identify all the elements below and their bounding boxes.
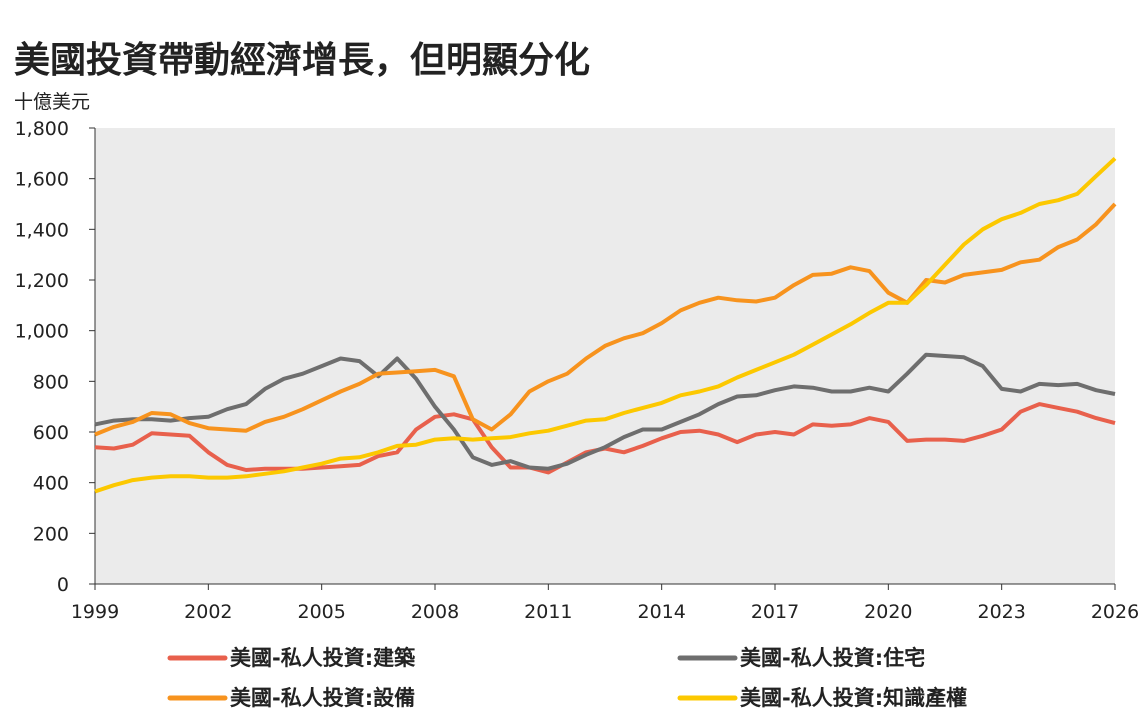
series-line: [94, 202, 1117, 437]
y-tick-label: 1,600: [15, 169, 69, 191]
chart-title: 美國投資帶動經濟增長，但明顯分化: [14, 40, 590, 81]
series-line: [94, 352, 1116, 471]
y-tick-label: 0: [57, 574, 69, 596]
y-tick-label: 800: [33, 371, 69, 393]
y-tick-label: 1,400: [15, 219, 69, 241]
y-tick-label: 1,000: [15, 321, 69, 343]
x-tick-label: 2014: [637, 601, 685, 623]
series-line: [94, 156, 1117, 494]
x-tick-label: 2002: [184, 601, 232, 623]
y-tick-label: 600: [33, 422, 69, 444]
x-tick-label: 2017: [751, 601, 799, 623]
legend-label: 美國-私人投資:建築: [230, 646, 416, 670]
x-tick-label: 2005: [297, 601, 345, 623]
legend-label: 美國-私人投資:知識產權: [740, 686, 967, 710]
legend-label: 美國-私人投資:設備: [230, 686, 415, 710]
x-tick-label: 2008: [411, 601, 459, 623]
y-axis-label: 十億美元: [14, 91, 90, 113]
y-tick-label: 400: [33, 473, 69, 495]
x-tick-label: 2020: [864, 601, 912, 623]
x-tick-label: 2026: [1091, 601, 1139, 623]
y-tick-label: 1,800: [15, 118, 69, 140]
x-tick-label: 2023: [977, 601, 1025, 623]
legend-label: 美國-私人投資:住宅: [740, 646, 925, 670]
y-tick-label: 1,200: [15, 270, 69, 292]
y-tick-label: 200: [33, 523, 69, 545]
x-tick-label: 2011: [524, 601, 572, 623]
x-tick-label: 1999: [71, 601, 119, 623]
